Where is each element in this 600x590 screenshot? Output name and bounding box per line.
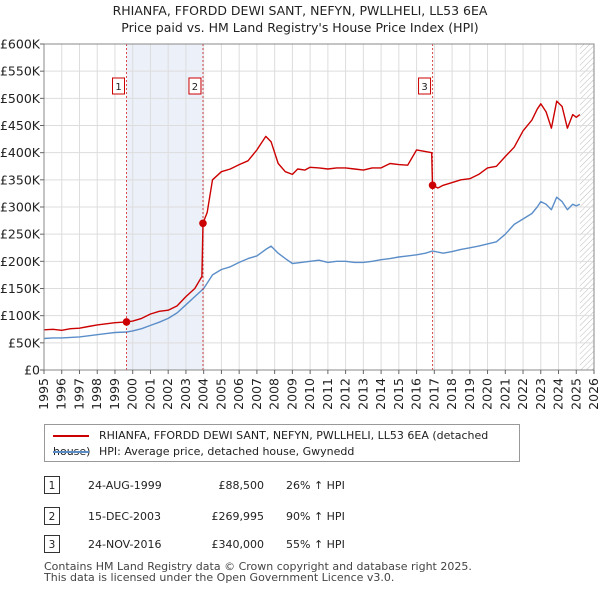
x-tick-label: 2022 bbox=[515, 378, 530, 410]
transaction-price: £340,000 bbox=[211, 538, 265, 551]
chart-legend: RHIANFA, FFORDD DEWI SANT, NEFYN, PWLLHE… bbox=[44, 424, 520, 462]
y-tick-label: £500K bbox=[0, 91, 41, 106]
transaction-price: £88,500 bbox=[218, 479, 265, 492]
legend-label-hpi: HPI: Average price, detached house, Gwyn… bbox=[99, 445, 355, 458]
price-chart: 1 2 3 £0 £50K £100K £150K £200K £250K £300K £350K… bbox=[0, 37, 600, 410]
sale-point-marker bbox=[199, 219, 207, 228]
y-tick-label: £600K bbox=[0, 37, 41, 52]
sale-marker-label: 3 bbox=[421, 82, 427, 93]
transaction-number: 1 bbox=[44, 476, 60, 494]
x-tick-label: 2006 bbox=[231, 378, 246, 410]
y-tick-label: £300K bbox=[0, 200, 41, 215]
chart-title-line1: RHIANFA, FFORDD DEWI SANT, NEFYN, PWLLHE… bbox=[112, 3, 488, 18]
x-tick-label: 2008 bbox=[267, 378, 282, 410]
footer-copyright: Contains HM Land Registry data © Crown c… bbox=[44, 560, 472, 573]
x-tick-label: 2026 bbox=[586, 378, 600, 410]
legend-entry-hpi: HPI: Average price, detached house, Gwyn… bbox=[53, 444, 354, 460]
x-tick-label: 1999 bbox=[107, 378, 122, 410]
y-tick-label: £0 bbox=[24, 363, 40, 378]
sale-marker-box bbox=[188, 77, 202, 95]
sale-marker-label: 1 bbox=[115, 82, 121, 93]
transaction-hpi: 55% ↑ HPI bbox=[286, 538, 345, 551]
x-tick-label: 2005 bbox=[213, 378, 228, 410]
sale-point-marker bbox=[122, 318, 131, 326]
sale-point-marker bbox=[428, 181, 437, 190]
y-tick-label: £250K bbox=[0, 227, 41, 242]
transaction-date: 24-AUG-1999 bbox=[88, 479, 162, 492]
x-tick-label: 2000 bbox=[125, 378, 140, 410]
x-tick-label: 1997 bbox=[71, 378, 86, 410]
x-tick-label: 2004 bbox=[196, 378, 211, 410]
transaction-number: 3 bbox=[44, 535, 60, 553]
x-tick-label: 2013 bbox=[355, 378, 370, 410]
legend-swatch-hpi bbox=[53, 451, 89, 453]
x-tick-label: 2023 bbox=[533, 378, 548, 410]
sale-marker-box bbox=[112, 77, 125, 95]
x-tick-label: 2021 bbox=[497, 378, 512, 410]
transaction-number: 2 bbox=[44, 507, 60, 525]
footer-licence: This data is licensed under the Open Gov… bbox=[44, 571, 395, 584]
x-tick-label: 2025 bbox=[568, 378, 583, 410]
hpi-series-line bbox=[44, 196, 581, 340]
x-tick-label: 2010 bbox=[302, 378, 317, 410]
x-tick-label: 2016 bbox=[409, 378, 424, 410]
chart-title-line2: Price paid vs. HM Land Registry's House … bbox=[121, 20, 479, 35]
x-tick-label: 1996 bbox=[54, 378, 69, 410]
y-tick-label: £100K bbox=[0, 308, 41, 323]
x-tick-label: 2009 bbox=[284, 378, 299, 410]
y-tick-label: £150K bbox=[0, 281, 41, 296]
transaction-hpi: 90% ↑ HPI bbox=[286, 510, 345, 523]
y-tick-label: £450K bbox=[0, 118, 41, 133]
x-tick-label: 2018 bbox=[444, 378, 459, 410]
x-tick-label: 2001 bbox=[142, 378, 157, 410]
x-tick-label: 2015 bbox=[391, 378, 406, 410]
transaction-price: £269,995 bbox=[211, 510, 265, 523]
y-tick-label: £400K bbox=[0, 145, 41, 160]
sale-marker-label: 2 bbox=[192, 82, 198, 93]
x-tick-label: 2002 bbox=[160, 378, 175, 410]
sale-marker-box bbox=[418, 77, 432, 95]
x-tick-label: 2014 bbox=[373, 378, 388, 410]
x-tick-label: 2011 bbox=[320, 378, 335, 410]
x-tick-label: 2007 bbox=[249, 378, 264, 410]
x-tick-label: 2024 bbox=[551, 378, 566, 410]
transaction-date: 24-NOV-2016 bbox=[88, 538, 162, 551]
x-tick-label: 1995 bbox=[36, 378, 51, 410]
legend-swatch-property bbox=[53, 435, 89, 437]
y-tick-label: £550K bbox=[0, 64, 41, 79]
y-tick-label: £50K bbox=[8, 335, 41, 350]
x-tick-label: 2020 bbox=[480, 378, 495, 410]
x-tick-label: 2019 bbox=[462, 378, 477, 410]
property-price-series-line bbox=[44, 100, 581, 331]
x-tick-label: 2012 bbox=[338, 378, 353, 410]
legend-entry-property: RHIANFA, FFORDD DEWI SANT, NEFYN, PWLLHE… bbox=[53, 428, 519, 458]
x-tick-label: 1998 bbox=[89, 378, 104, 410]
x-tick-label: 2003 bbox=[178, 378, 193, 410]
transaction-date: 15-DEC-2003 bbox=[88, 510, 162, 523]
y-tick-label: £350K bbox=[0, 172, 41, 187]
y-tick-label: £200K bbox=[0, 254, 41, 269]
transaction-hpi: 26% ↑ HPI bbox=[286, 479, 345, 492]
x-tick-label: 2017 bbox=[426, 378, 441, 410]
